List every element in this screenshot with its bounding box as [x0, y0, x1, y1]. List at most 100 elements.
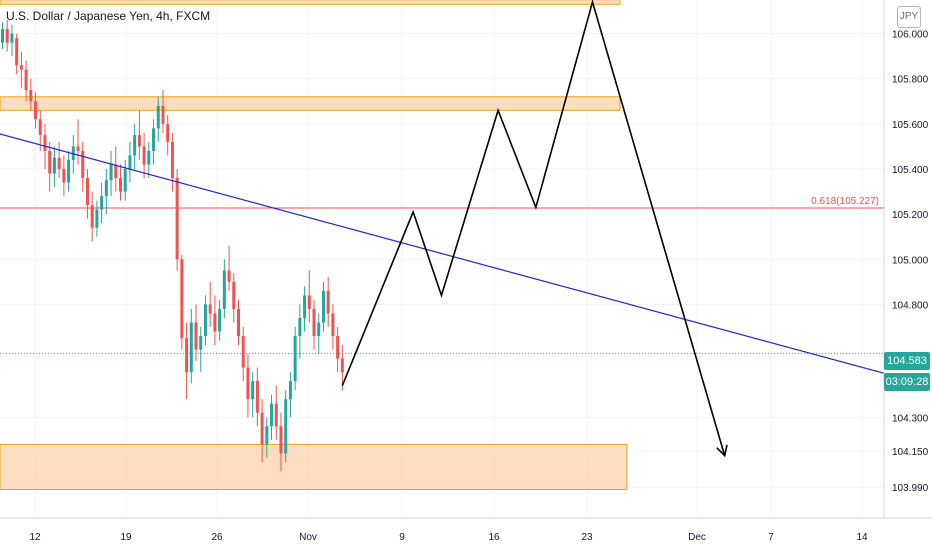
candle-body — [147, 150, 151, 165]
candle-body — [331, 313, 335, 337]
candle-body — [109, 164, 113, 181]
last-price-badge: 104.583 — [884, 352, 930, 370]
candle-body — [227, 270, 231, 282]
candle-body — [270, 403, 274, 427]
candle-body — [237, 308, 240, 337]
price-tick-label: 103.990 — [892, 483, 929, 494]
time-tick-label: Nov — [299, 532, 317, 543]
bar-countdown-badge: 03:09:28 — [884, 373, 930, 391]
price-tick-label: 104.800 — [892, 300, 929, 311]
candle-body — [133, 135, 137, 156]
time-tick-label: 16 — [488, 532, 500, 543]
candle-body — [15, 38, 19, 66]
candle-body — [336, 336, 340, 359]
candle-body — [67, 159, 71, 183]
time-tick-label: 19 — [120, 532, 132, 543]
price-tick-label: 104.150 — [892, 447, 929, 458]
candle-body — [57, 157, 61, 170]
candle-body — [298, 317, 302, 337]
projection-layer — [341, 0, 728, 458]
candle-body — [222, 270, 226, 309]
candle-body — [218, 308, 222, 332]
candle-body — [288, 381, 292, 400]
projection-arrowhead — [716, 444, 728, 458]
grid-layer — [0, 0, 884, 515]
candle-body — [10, 33, 14, 43]
zone-upper-resistance — [0, 96, 621, 111]
candle-body — [251, 381, 255, 400]
candle-body — [208, 304, 212, 314]
candle-body — [255, 381, 259, 413]
candle-body — [274, 403, 278, 427]
price-tick-label: 105.600 — [892, 120, 929, 131]
candle-layer — [1, 20, 344, 472]
candle-body — [312, 308, 316, 337]
currency-button[interactable]: JPY — [897, 6, 921, 28]
candle-body — [199, 336, 203, 350]
candle-body — [123, 169, 127, 192]
candle-body — [85, 178, 89, 206]
candle-body — [128, 155, 132, 170]
candle-body — [52, 157, 56, 174]
candle-body — [156, 105, 160, 129]
candle-body — [142, 146, 146, 165]
candle-body — [340, 358, 344, 373]
price-tick-label: 106.000 — [892, 30, 929, 41]
time-tick-label: 9 — [399, 532, 405, 543]
candle-body — [81, 150, 85, 179]
time-tick-label: 14 — [856, 532, 868, 543]
candle-body — [170, 141, 174, 179]
candle-body — [260, 412, 264, 445]
candle-body — [71, 146, 75, 160]
candle-body — [62, 169, 66, 183]
candle-body — [175, 178, 179, 260]
candle-body — [137, 135, 141, 147]
fib-level-label: 0.618(105.227) — [811, 196, 879, 207]
trend-layer — [0, 133, 932, 387]
zone-support — [0, 443, 628, 490]
candle-body — [241, 336, 245, 368]
candle-body — [161, 105, 165, 124]
fib-layer: 0.618(105.227) — [0, 196, 884, 354]
candle-body — [24, 69, 28, 91]
candle-body — [38, 119, 42, 136]
time-tick-label: 26 — [211, 532, 223, 543]
time-tick-label: Dec — [688, 532, 706, 543]
candle-body — [189, 322, 193, 373]
candle-body — [29, 90, 33, 102]
candle-body — [293, 336, 297, 382]
candle-body — [246, 367, 250, 400]
price-tick-label: 104.300 — [892, 413, 929, 424]
projection-path — [341, 0, 726, 456]
candle-body — [152, 128, 156, 151]
time-tick-label: 23 — [581, 532, 593, 543]
candle-body — [34, 101, 38, 120]
trendline — [0, 133, 932, 387]
candle-body — [307, 295, 311, 309]
price-tick-label: 105.200 — [892, 210, 929, 221]
candle-body — [104, 180, 108, 197]
candle-body — [317, 322, 321, 337]
candle-body — [284, 399, 288, 454]
price-tick-label: 105.800 — [892, 75, 929, 86]
candle-body — [48, 150, 52, 174]
candle-body — [265, 426, 269, 445]
candle-body — [100, 196, 104, 210]
candle-body — [180, 259, 184, 339]
time-axis-bg — [0, 518, 932, 550]
candle-body — [303, 295, 307, 318]
candle-body — [279, 426, 283, 454]
candle-body — [194, 322, 198, 350]
candle-body — [203, 304, 207, 337]
candle-body — [232, 281, 236, 309]
candle-body — [95, 209, 99, 228]
candle-body — [119, 178, 122, 192]
time-tick-label: 7 — [768, 532, 774, 543]
candle-body — [114, 164, 118, 179]
candle-body — [213, 313, 217, 332]
candle-body — [90, 205, 94, 228]
candle-body — [5, 29, 9, 43]
